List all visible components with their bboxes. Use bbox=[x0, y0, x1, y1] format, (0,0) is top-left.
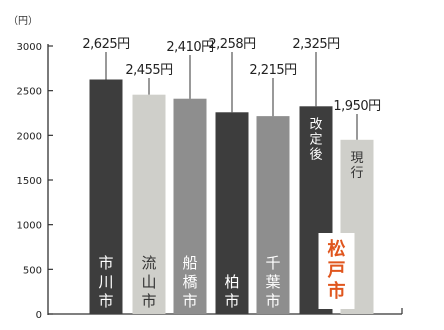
y-tick-label: 1000 bbox=[17, 221, 42, 232]
y-unit-label: （円） bbox=[8, 15, 38, 27]
bar-label-char: 定 bbox=[309, 132, 322, 147]
bar-label-char: 葉 bbox=[265, 273, 280, 291]
bar bbox=[173, 98, 207, 314]
group-label-background bbox=[318, 233, 355, 309]
group-label-char: 松 bbox=[328, 238, 346, 260]
bar-label-char: 市 bbox=[265, 292, 280, 310]
value-label: 2,455円 bbox=[125, 63, 172, 78]
bar-label-char: 市 bbox=[141, 292, 156, 310]
bar bbox=[215, 112, 249, 314]
bar bbox=[256, 116, 290, 314]
bar-label-char: 川 bbox=[98, 273, 113, 291]
y-tick-label: 500 bbox=[23, 265, 42, 276]
y-tick-label: 3000 bbox=[17, 42, 42, 53]
value-label: 2,258円 bbox=[208, 37, 255, 52]
group-label-char: 戸 bbox=[328, 260, 346, 281]
y-tick-label: 0 bbox=[36, 310, 42, 321]
bar-label-char: 改 bbox=[309, 117, 322, 132]
bar-label-char: 現 bbox=[350, 151, 363, 166]
bar bbox=[89, 79, 123, 314]
group-label-char: 市 bbox=[328, 280, 346, 302]
value-label: 2,325円 bbox=[292, 37, 339, 52]
value-label: 2,625円 bbox=[82, 37, 129, 52]
value-label: 2,410円 bbox=[166, 40, 213, 55]
bar-label-char: 流 bbox=[141, 254, 156, 272]
bar bbox=[132, 94, 166, 314]
bar-label-char: 市 bbox=[98, 292, 113, 310]
bar-label-char: 市 bbox=[98, 254, 113, 272]
bar-label-char: 柏 bbox=[224, 273, 239, 291]
bar-label-char: 千 bbox=[265, 254, 280, 272]
y-tick-label: 2000 bbox=[17, 131, 42, 142]
bar-label-char: 山 bbox=[141, 273, 156, 291]
bar-label-char: 後 bbox=[309, 147, 322, 162]
bar-label-char: 橋 bbox=[182, 273, 197, 291]
y-tick-label: 1500 bbox=[17, 176, 42, 187]
value-label: 1,950円 bbox=[333, 99, 380, 114]
y-tick-label: 2500 bbox=[17, 87, 42, 98]
bar-label-char: 船 bbox=[182, 254, 197, 272]
bar-label-char: 行 bbox=[350, 166, 363, 181]
bar-label-char: 市 bbox=[224, 292, 239, 310]
value-label: 2,215円 bbox=[249, 63, 296, 78]
bar-label-char: 市 bbox=[182, 292, 197, 310]
